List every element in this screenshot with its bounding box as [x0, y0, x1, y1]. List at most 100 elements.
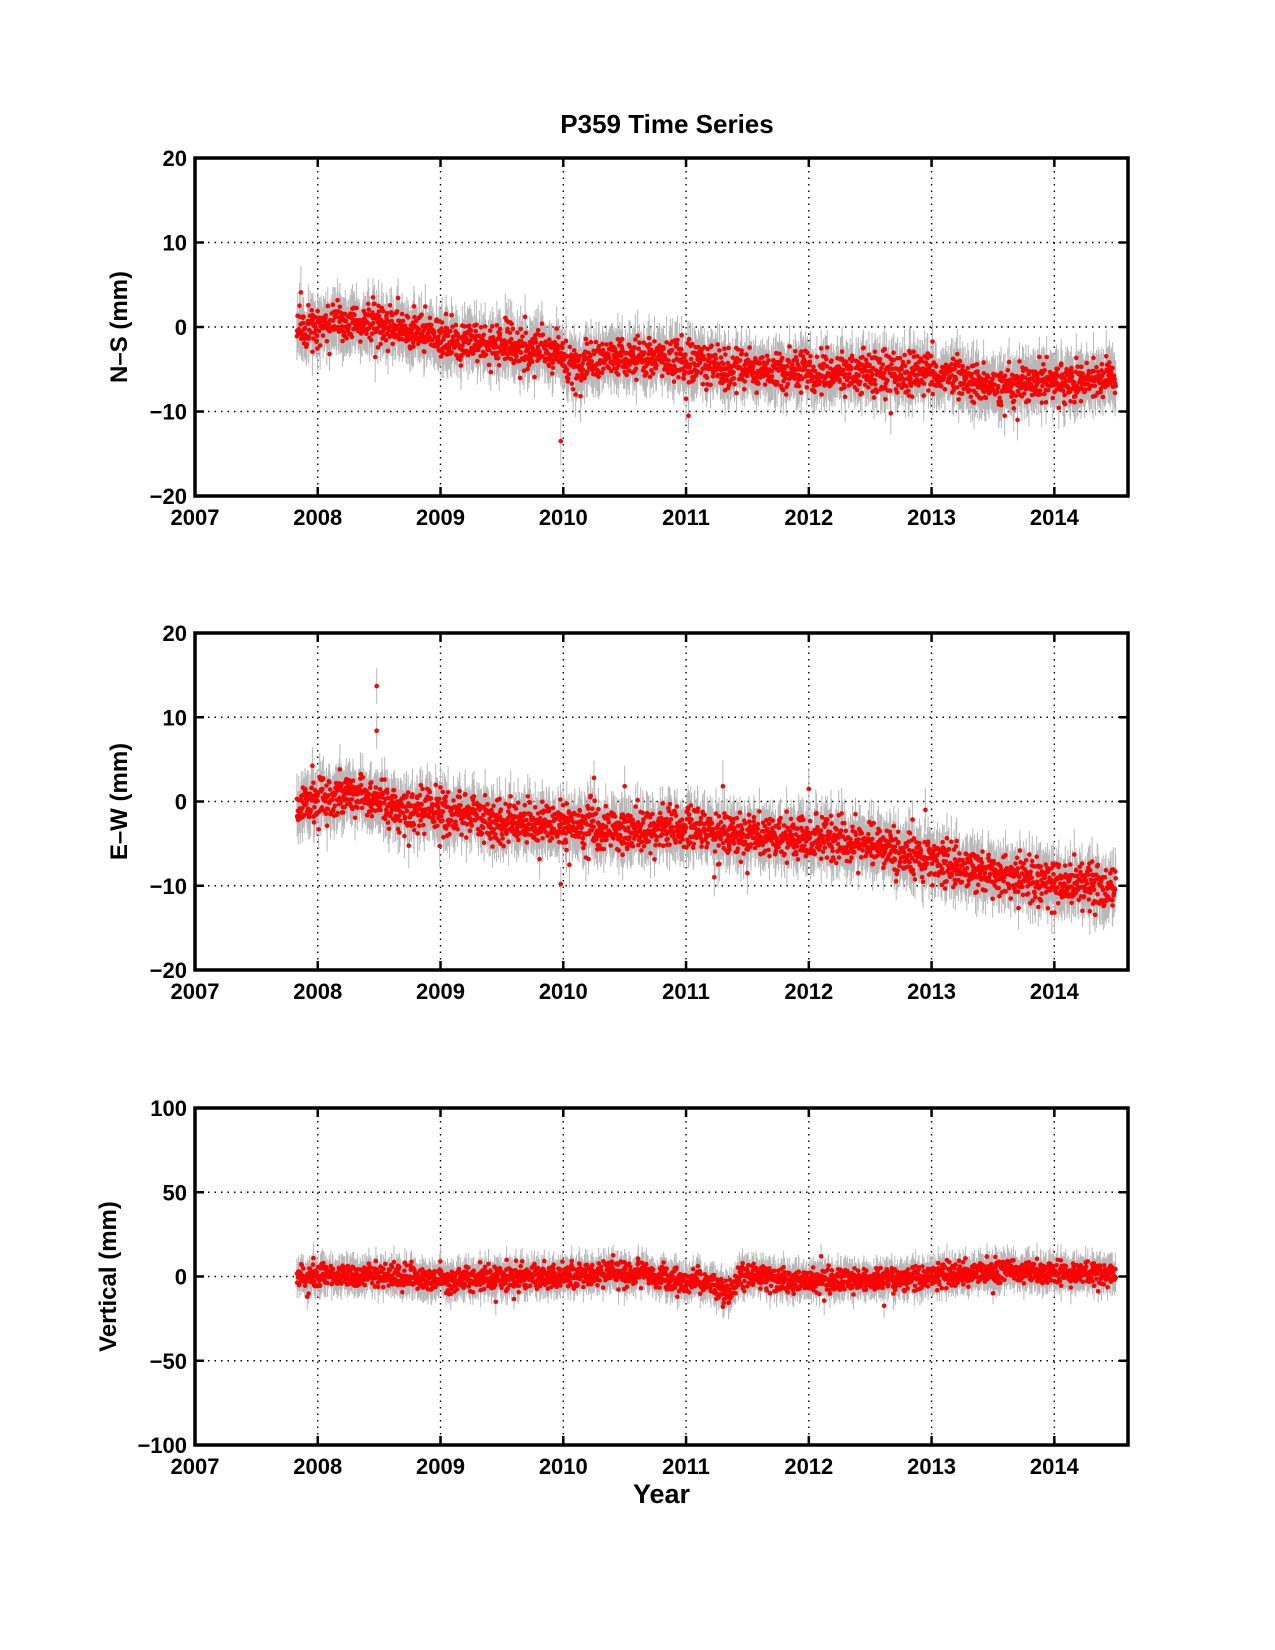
data-point [716, 843, 721, 848]
data-point [297, 303, 302, 309]
data-point [508, 794, 513, 799]
data-point [655, 826, 661, 832]
data-point [754, 390, 759, 396]
data-point [659, 831, 665, 837]
data-point [1013, 393, 1019, 398]
data-point [485, 802, 490, 807]
data-point [349, 797, 355, 802]
data-point [1015, 417, 1020, 423]
data-point [1094, 364, 1099, 370]
data-point [1088, 890, 1093, 895]
data-point [1020, 884, 1025, 889]
data-point [535, 838, 541, 843]
data-point [647, 374, 653, 380]
data-point [326, 793, 331, 798]
data-point [603, 824, 609, 829]
data-point [671, 379, 677, 384]
data-point [624, 372, 629, 378]
data-point [601, 846, 607, 852]
data-point [925, 839, 931, 844]
data-point [325, 1280, 330, 1286]
data-point [495, 350, 500, 356]
data-point [550, 371, 555, 376]
data-point [330, 302, 336, 308]
data-point [516, 837, 521, 843]
data-point [1110, 897, 1115, 903]
data-point [524, 840, 530, 845]
data-point [709, 821, 715, 826]
data-point [673, 840, 678, 845]
data-point [705, 841, 710, 846]
data-point [938, 384, 944, 389]
data-point [1011, 398, 1017, 404]
data-point [1062, 863, 1068, 868]
data-point [369, 813, 375, 819]
data-point [473, 337, 478, 343]
data-point [1052, 910, 1057, 915]
data-point [471, 794, 477, 799]
data-point [494, 323, 500, 328]
data-point [582, 842, 587, 847]
data-point [588, 793, 593, 799]
data-point [399, 311, 405, 317]
data-point [491, 803, 496, 809]
data-point [411, 827, 417, 833]
data-point [642, 350, 647, 355]
data-point [896, 382, 902, 387]
data-point [986, 374, 991, 380]
data-point [904, 383, 909, 389]
data-point [667, 363, 673, 368]
data-point [440, 809, 446, 814]
data-point [438, 340, 444, 346]
north-south-y-axis-label: N–S (mm) [106, 271, 133, 383]
x-tick-label: 2011 [662, 505, 710, 530]
data-point [347, 323, 352, 329]
data-point [539, 321, 545, 327]
y-tick-label: 20 [163, 146, 187, 171]
data-point [443, 311, 449, 317]
data-point [612, 814, 618, 819]
data-point [908, 376, 913, 382]
data-point [659, 373, 665, 379]
data-point [316, 328, 322, 334]
data-point [1084, 360, 1089, 366]
data-point [899, 367, 904, 372]
data-point [406, 843, 412, 848]
data-point [589, 358, 594, 364]
data-point [1042, 391, 1047, 397]
data-point [967, 387, 973, 393]
data-point [888, 411, 894, 416]
data-point [306, 1291, 312, 1296]
data-point [573, 352, 579, 357]
data-point [387, 303, 393, 308]
data-point [596, 374, 601, 380]
data-point [455, 826, 460, 832]
data-point [739, 827, 745, 832]
data-point [381, 309, 386, 314]
data-point [415, 831, 420, 836]
data-point [698, 370, 704, 376]
data-point [601, 366, 606, 372]
data-point [805, 379, 811, 384]
data-point [955, 863, 960, 868]
data-point [745, 373, 750, 379]
data-point [1042, 368, 1047, 373]
data-point [838, 828, 844, 833]
data-point [980, 849, 985, 854]
data-point [480, 825, 486, 831]
data-point [325, 806, 331, 812]
data-point [320, 333, 326, 338]
data-point [942, 886, 948, 891]
data-point [1068, 862, 1073, 867]
data-point [1091, 355, 1096, 361]
data-point [741, 851, 746, 856]
data-point [457, 794, 463, 800]
data-point [912, 877, 918, 882]
data-point [558, 881, 564, 887]
data-point [448, 818, 454, 823]
data-point [870, 861, 876, 867]
data-point [1021, 391, 1027, 396]
data-point [760, 355, 765, 360]
data-point [788, 828, 793, 834]
data-point [375, 345, 381, 350]
